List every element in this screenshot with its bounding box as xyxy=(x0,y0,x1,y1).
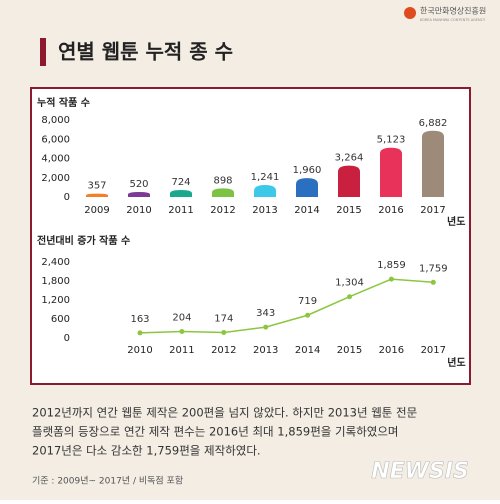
x-tick-label: 2016 xyxy=(378,205,403,216)
y-tick-label: 2,400 xyxy=(41,257,70,268)
x-tick-label: 2009 xyxy=(84,205,109,216)
x-tick-label: 2013 xyxy=(253,345,278,356)
x-axis-label: 년도 xyxy=(447,356,465,369)
bar xyxy=(128,191,150,197)
y-tick-label: 2,000 xyxy=(41,173,70,184)
body-text: 2017년은 다소 감소한 1,759편을 제작하였다. xyxy=(32,444,261,458)
value-label: 898 xyxy=(213,175,232,186)
y-tick-label: 1,200 xyxy=(41,295,70,306)
value-label: 520 xyxy=(129,179,148,190)
point xyxy=(430,279,436,285)
x-tick-label: 2017 xyxy=(420,205,445,216)
logo-sub: KOREA MANHWA CONTENTS AGENCY xyxy=(420,18,486,22)
title-bar xyxy=(40,38,46,66)
watermark: NEWSIS xyxy=(371,459,469,484)
value-label: 719 xyxy=(298,296,317,307)
y-tick-label: 0 xyxy=(64,192,70,203)
chart-title: 누적 작품 수 xyxy=(37,96,90,109)
bar xyxy=(380,147,402,197)
x-tick-label: 2012 xyxy=(211,345,236,356)
value-label: 1,241 xyxy=(251,172,280,183)
y-tick-label: 600 xyxy=(51,314,70,325)
point xyxy=(137,330,143,336)
x-tick-label: 2014 xyxy=(295,345,320,356)
value-label: 1,759 xyxy=(419,263,448,274)
y-tick-label: 1,800 xyxy=(41,276,70,287)
x-tick-label: 2015 xyxy=(336,205,361,216)
x-tick-label: 2016 xyxy=(379,345,404,356)
y-tick-label: 8,000 xyxy=(41,115,70,126)
line xyxy=(139,278,434,334)
body-text: 2012년까지 연간 웹툰 제작은 200편을 넘지 않았다. 하지만 2013… xyxy=(32,406,417,420)
value-label: 6,882 xyxy=(419,118,448,129)
x-tick-label: 2010 xyxy=(127,345,152,356)
bar xyxy=(338,165,360,197)
value-label: 343 xyxy=(256,308,275,319)
x-tick-label: 2011 xyxy=(169,345,194,356)
value-label: 724 xyxy=(171,177,190,188)
bar xyxy=(86,193,108,197)
y-tick-label: 0 xyxy=(64,333,70,344)
y-tick-label: 6,000 xyxy=(41,134,70,145)
logo-icon xyxy=(404,7,416,19)
point xyxy=(305,312,311,318)
x-tick-label: 2013 xyxy=(252,205,277,216)
point xyxy=(179,329,185,335)
body-text: 플랫폼의 등장으로 연간 제작 편수는 2016년 최대 1,859편을 기록하… xyxy=(32,425,399,439)
bar xyxy=(422,130,444,197)
chart-box xyxy=(30,87,471,385)
x-tick-label: 2017 xyxy=(421,345,446,356)
bar xyxy=(170,190,192,197)
x-tick-label: 2015 xyxy=(337,345,362,356)
source: 기준 : 2009년~ 2017년 / 비독점 포함 xyxy=(32,475,183,487)
point xyxy=(263,324,269,330)
chart-title: 전년대비 증가 작품 수 xyxy=(37,234,130,247)
x-tick-label: 2014 xyxy=(294,205,319,216)
x-tick-label: 2010 xyxy=(126,205,151,216)
value-label: 163 xyxy=(130,314,149,325)
value-label: 1,859 xyxy=(377,260,406,271)
point xyxy=(347,294,352,300)
point xyxy=(221,329,227,335)
point xyxy=(388,276,394,282)
value-label: 357 xyxy=(87,181,106,192)
title: 연별 웹툰 누적 종 수 xyxy=(58,40,233,64)
bar xyxy=(296,178,318,197)
y-tick-label: 4,000 xyxy=(41,154,70,165)
bar xyxy=(212,188,234,197)
value-label: 1,304 xyxy=(335,278,364,289)
value-label: 174 xyxy=(214,313,233,324)
x-tick-label: 2012 xyxy=(210,205,235,216)
value-label: 5,123 xyxy=(377,135,406,146)
x-tick-label: 2011 xyxy=(168,205,193,216)
value-label: 3,264 xyxy=(335,153,364,164)
bar xyxy=(254,185,276,197)
value-label: 204 xyxy=(172,313,191,324)
value-label: 1,960 xyxy=(293,165,322,176)
x-axis-label: 년도 xyxy=(447,215,465,228)
logo-name: 한국만화영상진흥원 xyxy=(420,6,486,16)
